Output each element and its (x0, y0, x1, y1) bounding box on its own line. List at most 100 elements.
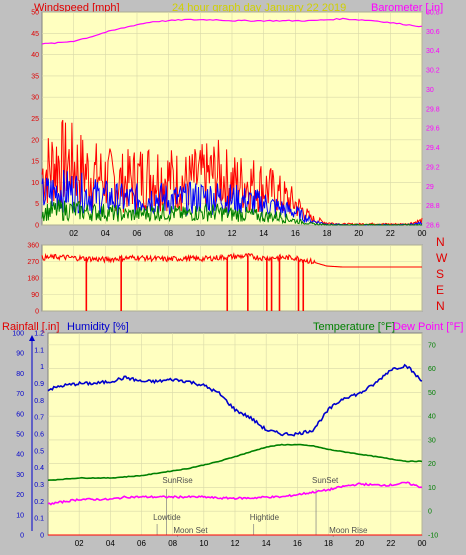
barometer-tick-3: 29.2 (426, 164, 440, 171)
barometer-ticks: 28.6 28.8 29 29.2 29.4 29.6 29.8 30 30.2 30.4 30.6… (426, 10, 440, 230)
wind-x-tick-20: 20 (354, 229, 363, 238)
event-label-sunrise: SunRise (162, 476, 193, 485)
windspeed-tick-7: 35 (31, 73, 39, 80)
barometer-tick-7: 30 (426, 87, 434, 94)
direction-tick-2: 180 (27, 276, 39, 283)
humidity-tick-5: 50 (16, 432, 24, 439)
climate-plot-grid (48, 333, 423, 536)
wind-x-tick-14: 14 (259, 229, 268, 238)
compass-n-4: N (436, 299, 445, 313)
temperature-tick-7: 60 (428, 366, 436, 373)
rainfall-tick-5: 0.5 (34, 448, 44, 455)
rainfall-tick-3: 0.3 (34, 482, 44, 489)
wind-x-tick-12: 12 (228, 229, 237, 238)
temperature-tick-3: 20 (428, 461, 436, 468)
rainfall-tick-10: 1 (40, 364, 44, 371)
direction-ticks: 0 90 180 270 360 (27, 243, 39, 316)
rainfall-tick-2: 0.2 (34, 499, 44, 506)
temperature-axis-label: Temperature [°F] (313, 321, 395, 333)
windspeed-tick-9: 45 (31, 31, 39, 38)
event-label-sunset: SunSet (312, 476, 339, 485)
wind-x-tick-18: 18 (323, 229, 332, 238)
climate-x-tick-04: 04 (106, 539, 115, 548)
humidity-ticks: 0 10 20 30 40 50 60 70 80 90 100 (12, 331, 35, 540)
climate-x-tick-06: 06 (137, 539, 146, 548)
temperature-tick-5: 40 (428, 414, 436, 421)
humidity-tick-10: 100 (12, 331, 24, 338)
event-label-hightide: Hightide (250, 513, 280, 522)
temperature-tick-2: 10 (428, 485, 436, 492)
humidity-tick-3: 30 (16, 472, 24, 479)
windspeed-ticks: 0 5 10 15 20 25 30 35 40 45 50 (31, 10, 39, 230)
wind-plot-grid (42, 11, 423, 226)
rainfall-tick-9: 0.9 (34, 381, 44, 388)
direction-tick-0: 0 (35, 309, 39, 316)
rainfall-tick-11: 1.1 (34, 347, 44, 354)
direction-tick-1: 90 (31, 292, 39, 299)
windspeed-tick-2: 10 (31, 180, 39, 187)
event-label-lowtide: Lowtide (153, 513, 181, 522)
wind-x-tick-10: 10 (196, 229, 205, 238)
wind-x-tick-02: 02 (69, 229, 78, 238)
barometer-tick-11: 30.8 (426, 10, 440, 17)
barometer-tick-9: 30.4 (426, 48, 440, 55)
windspeed-tick-1: 5 (35, 201, 39, 208)
climate-x-tick-00: 00 (418, 539, 427, 548)
rainfall-tick-1: 0.1 (34, 516, 44, 523)
wind-x-tick-00: 00 (418, 229, 427, 238)
compass-n-0: N (436, 235, 445, 249)
climate-x-tick-08: 08 (168, 539, 177, 548)
rainfall-tick-12: 1.2 (34, 331, 44, 338)
rainfall-tick-4: 0.4 (34, 465, 44, 472)
chart-title: 24 hour graph day January 22 2019 (172, 2, 346, 14)
barometer-tick-2: 29 (426, 184, 434, 191)
climate-x-tick-22: 22 (386, 539, 395, 548)
humidity-tick-9: 90 (16, 351, 24, 358)
event-label-moon-set: Moon Set (173, 526, 208, 535)
compass-e-3: E (436, 283, 444, 297)
humidity-line (47, 363, 423, 437)
humidity-tick-6: 60 (16, 411, 24, 418)
rainfall-tick-0: 0 (40, 533, 44, 540)
astro-tide-events: SunRise Lowtide Moon Set Hightide SunSet Moon… (153, 476, 368, 537)
rainfall-tick-6: 0.6 (34, 432, 44, 439)
windspeed-tick-8: 40 (31, 52, 39, 59)
windspeed-tick-3: 15 (31, 159, 39, 166)
compass-s-2: S (436, 267, 444, 281)
climate-x-tick-14: 14 (262, 539, 271, 548)
wind-x-tick-16: 16 (291, 229, 300, 238)
compass-w-1: W (436, 251, 448, 265)
dewpoint-axis-label: Dew Point [°F] (393, 321, 463, 333)
barometer-tick-8: 30.2 (426, 68, 440, 75)
temperature-ticks: -10 0 10 20 30 40 50 60 70 (428, 342, 438, 539)
windspeed-tick-0: 0 (35, 223, 39, 230)
wind-series (41, 17, 423, 226)
wind-x-tick-22: 22 (386, 229, 395, 238)
climate-x-tick-16: 16 (293, 539, 302, 548)
temperature-tick-4: 30 (428, 437, 436, 444)
humidity-tick-2: 20 (16, 492, 24, 499)
windspeed-tick-5: 25 (31, 116, 39, 123)
direction-tick-3: 270 (27, 259, 39, 266)
windspeed-tick-6: 30 (31, 95, 39, 102)
humidity-tick-8: 80 (16, 371, 24, 378)
wind-low-line (41, 199, 422, 226)
dewpoint-line (47, 481, 423, 506)
direction-line (41, 252, 422, 268)
rainfall-tick-8: 0.8 (34, 398, 44, 405)
temperature-tick-1: 0 (428, 509, 432, 516)
humidity-tick-4: 40 (16, 452, 24, 459)
climate-x-tick-18: 18 (324, 539, 333, 548)
temperature-line (47, 443, 423, 481)
barometer-tick-5: 29.6 (426, 126, 440, 133)
barometer-tick-4: 29.4 (426, 145, 440, 152)
barometer-line (41, 17, 423, 45)
barometer-axis-label: Barometer [.in] (371, 2, 443, 14)
windspeed-tick-4: 20 (31, 137, 39, 144)
wind-x-tick-04: 04 (101, 229, 110, 238)
direction-plot-grid (42, 244, 423, 312)
humidity-tick-7: 70 (16, 391, 24, 398)
climate-x-tick-20: 20 (355, 539, 364, 548)
